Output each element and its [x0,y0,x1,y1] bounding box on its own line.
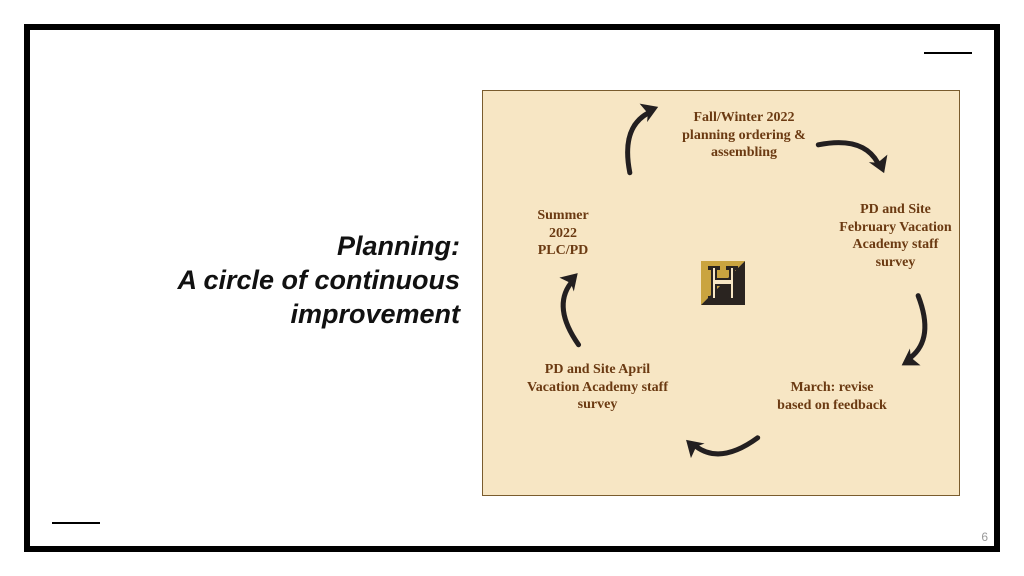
title-line-2: A circle of continuous [90,264,460,298]
slide-title: Planning: A circle of continuous improve… [90,230,460,331]
cycle-arrow-a5 [532,261,625,360]
cycle-label-top: Fall/Winter 2022 planning ordering & ass… [679,109,809,162]
cycle-arrow-a2 [800,108,900,210]
cycle-label-bot_left: PD and Site April Vacation Academy staff… [525,361,670,414]
cycle-arrow-a3 [860,279,960,381]
cycle-diagram-panel: Fall/Winter 2022 planning ordering & ass… [482,90,960,496]
title-line-3: improvement [90,298,460,332]
school-h-logo [701,261,745,305]
cycle-label-bot_right: March: revise based on feedback [772,379,892,414]
cycle-arrow-a1 [593,91,695,191]
cycle-arrow-a4 [674,393,772,485]
title-line-1: Planning: [90,230,460,264]
slide-frame: Planning: A circle of continuous improve… [24,24,1000,552]
corner-accent-top-right [924,52,972,54]
page-number: 6 [981,530,988,544]
cycle-label-left: Summer 2022 PLC/PD [523,207,603,260]
corner-accent-bottom-left [52,522,100,524]
cycle-label-right: PD and Site February Vacation Academy st… [838,201,953,271]
